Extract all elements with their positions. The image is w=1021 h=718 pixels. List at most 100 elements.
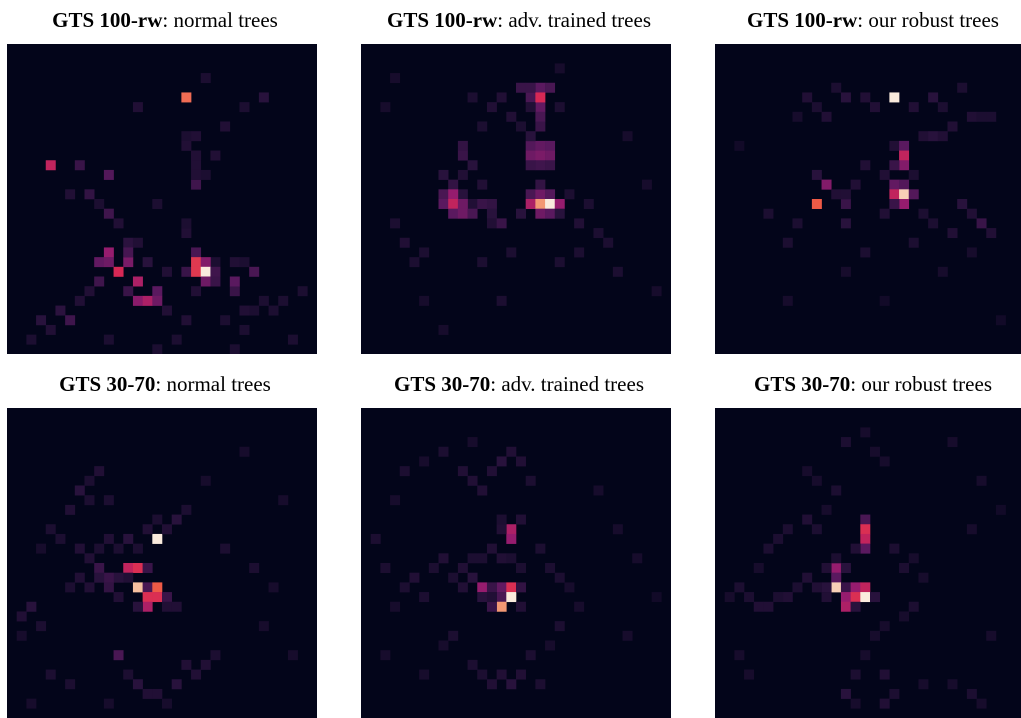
heatmap-cell (554, 621, 565, 632)
heatmap-cell (995, 315, 1006, 326)
heatmap-cell (773, 592, 784, 603)
heatmap-cell (554, 257, 565, 268)
heatmap-cell (840, 437, 851, 448)
heatmap-cell (390, 73, 401, 84)
heatmap-cell (380, 102, 391, 113)
heatmap-cell (889, 140, 900, 151)
heatmap-cell (94, 572, 105, 583)
heatmap-cell (506, 111, 517, 122)
heatmap-cell (918, 131, 929, 142)
heatmap-cell (181, 228, 192, 239)
heatmap-cell (191, 131, 202, 142)
heatmap-cell (45, 669, 56, 680)
heatmap-cell (986, 111, 997, 122)
heatmap-cell (535, 543, 546, 554)
heatmap-cell (811, 102, 822, 113)
heatmap-cell (84, 553, 95, 564)
heatmap-cell (516, 563, 526, 573)
heatmap-cell (229, 344, 240, 354)
heatmap-cell (200, 257, 211, 268)
heatmap-cell (957, 82, 968, 93)
heatmap-cell (821, 111, 832, 122)
heatmap-cell (850, 592, 861, 603)
heatmap-cell (419, 592, 430, 603)
heatmap-cell (986, 630, 997, 641)
heatmap-cell (239, 305, 250, 316)
heatmap-cell (516, 514, 526, 525)
heatmap-cell (84, 582, 95, 593)
panel-title: GTS 100-rw: adv. trained trees (354, 0, 684, 40)
heatmap-cell (200, 73, 211, 84)
heatmap-cell (55, 305, 66, 316)
heatmap-cell (976, 475, 987, 486)
heatmap-cell (860, 427, 871, 438)
heatmap-cell (94, 257, 105, 268)
heatmap-cell (419, 247, 430, 258)
heatmap-cell (239, 446, 250, 457)
heatmap-cell (840, 563, 851, 573)
heatmap-cell (782, 592, 793, 603)
heatmap-cell (516, 121, 526, 132)
heatmap-cell (162, 305, 172, 316)
heatmap-cell (220, 315, 231, 326)
heatmap-cell (899, 189, 910, 200)
heatmap-cell (191, 169, 202, 180)
heatmap-cell (419, 295, 430, 306)
heatmap-cell (651, 286, 662, 297)
heatmap-cell (496, 514, 507, 525)
heatmap-cell (831, 189, 842, 200)
heatmap-cell (850, 601, 861, 612)
heatmap-cell (899, 611, 910, 622)
heatmap-cell (535, 208, 546, 219)
model-name: GTS 100-rw (387, 8, 498, 32)
heatmap-cell (297, 286, 308, 297)
heatmap-cell (152, 199, 163, 209)
heatmap-cell (554, 63, 565, 74)
heatmap-cell (477, 592, 488, 603)
heatmap-cell (525, 92, 536, 103)
heatmap-cell (612, 266, 623, 277)
heatmap-cell (802, 92, 813, 103)
heatmap-cell (840, 601, 851, 612)
heatmap-cell (545, 189, 556, 200)
title-suffix: : our robust trees (857, 8, 999, 32)
heatmap-cell (390, 601, 401, 612)
heatmap-cell (210, 266, 221, 277)
heatmap-cell (181, 315, 192, 326)
heatmap-cell (879, 669, 890, 680)
heatmap-cell (94, 466, 105, 477)
heatmap-cell (399, 582, 410, 593)
heatmap-cell (268, 582, 279, 593)
heatmap-cell (918, 679, 929, 690)
heatmap-cell (477, 669, 488, 680)
heatmap-cell (210, 257, 221, 268)
heatmap-cell (535, 199, 546, 209)
heatmap-cell (840, 592, 851, 603)
heatmap-cell (419, 669, 430, 680)
heatmap-cell (545, 82, 556, 93)
heatmap-cell (622, 131, 633, 142)
heatmap-cell (94, 543, 105, 554)
heatmap-cell (831, 563, 842, 573)
panel-title: GTS 100-rw: our robust trees (708, 0, 1021, 40)
heatmap-cell (889, 92, 900, 103)
heatmap-cell (545, 160, 556, 171)
heatmap-cell (753, 601, 764, 612)
heatmap-cell (74, 160, 85, 171)
heatmap-cell (782, 295, 793, 306)
heatmap-cell (142, 601, 153, 612)
heatmap-cell (506, 679, 517, 690)
heatmap-cell (477, 257, 488, 268)
heatmap-cell (763, 208, 774, 219)
heatmap-cell (593, 228, 604, 239)
heatmap-cell (889, 160, 900, 171)
heatmap-cell (477, 199, 488, 209)
heatmap-cell (278, 295, 289, 306)
heatmap-cell (103, 533, 114, 544)
heatmap-cell (496, 524, 507, 535)
heatmap-cell (220, 121, 231, 132)
heatmap-cell (496, 601, 507, 612)
heatmap-cell (142, 582, 153, 593)
heatmap-cell (191, 247, 202, 258)
heatmap-cell (840, 688, 851, 699)
